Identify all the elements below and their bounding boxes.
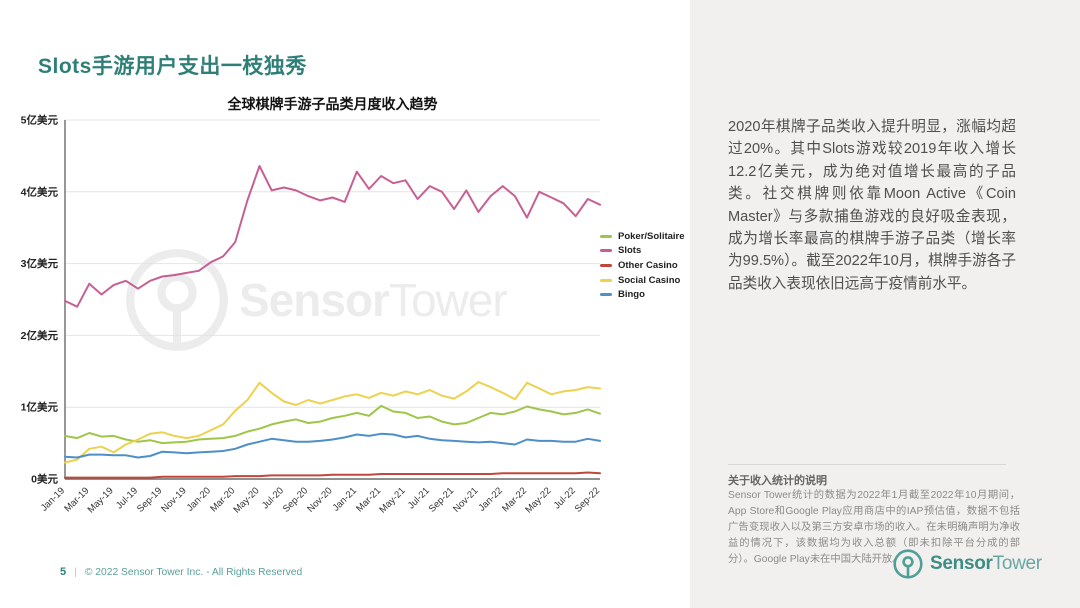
legend-label: Poker/Solitaire <box>618 230 685 242</box>
legend-swatch <box>600 249 612 253</box>
legend-item-other-casino: Other Casino <box>600 258 685 273</box>
legend-label: Slots <box>618 245 642 257</box>
commentary-text: 2020年棋牌子品类收入提升明显，涨幅均超过20%。其中Slots游戏较2019… <box>728 119 1016 292</box>
notes-divider <box>728 464 1006 465</box>
y-axis-label: 3亿美元 <box>21 257 59 270</box>
x-axis-label: Nov-19 <box>159 485 188 514</box>
x-axis-label: Nov-20 <box>305 485 334 514</box>
sensor-tower-logo-icon <box>126 249 228 351</box>
x-axis-label: Jan-21 <box>331 485 359 513</box>
copyright-text: © 2022 Sensor Tower Inc. - All Rights Re… <box>84 567 303 578</box>
footer-separator: | <box>74 567 77 578</box>
legend-item-slots: Slots <box>600 244 685 259</box>
brand-text: SensorTower <box>930 553 1042 574</box>
legend-item-poker-solitaire: Poker/Solitaire <box>600 229 685 244</box>
x-axis-label: Jan-22 <box>477 485 505 513</box>
x-axis-label: May-22 <box>523 485 553 515</box>
sensor-tower-watermark: SensorTower <box>125 248 508 352</box>
x-axis-label: May-20 <box>231 485 261 515</box>
sensor-tower-logo-icon <box>893 549 923 579</box>
x-axis-label: Sep-20 <box>281 485 310 514</box>
legend-swatch <box>600 278 612 282</box>
series-line-bingo <box>64 432 601 459</box>
legend-swatch <box>600 293 612 297</box>
commentary-panel: 2020年棋牌子品类收入提升明显，涨幅均超过20%。其中Slots游戏较2019… <box>690 0 1080 608</box>
legend-swatch <box>600 234 612 238</box>
series-line-other-casino <box>64 471 601 479</box>
series-line-slots <box>64 165 601 308</box>
y-axis-label: 4亿美元 <box>21 185 59 198</box>
x-axis-label: Jan-19 <box>39 485 67 513</box>
legend-label: Other Casino <box>618 259 678 271</box>
legend-item-bingo: Bingo <box>600 287 685 302</box>
notes-title: 关于收入统计的说明 <box>728 475 827 487</box>
page-footer: 5 | © 2022 Sensor Tower Inc. - All Right… <box>60 566 302 578</box>
x-axis-label: Nov-21 <box>451 485 480 514</box>
series-line-social-casino <box>64 381 601 464</box>
y-axis-label: 5亿美元 <box>21 114 59 127</box>
sensor-tower-brand: SensorTower <box>893 549 1042 579</box>
watermark-text: SensorTower <box>239 274 508 326</box>
x-axis-label: May-19 <box>86 485 116 515</box>
x-axis-label: Jan-20 <box>185 485 213 513</box>
x-axis-label: Sep-19 <box>135 485 164 514</box>
chart-title: 全球棋牌手游子品类月度收入趋势 <box>227 96 438 112</box>
x-axis-label: Sep-22 <box>573 485 602 514</box>
page-title: Slots手游用户支出一枝独秀 <box>38 55 307 79</box>
line-chart-canvas: 0美元1亿美元2亿美元3亿美元4亿美元5亿美元Jan-19Mar-19May-1… <box>21 114 602 516</box>
chart-legend: Poker/Solitaire Slots Other Casino Social C… <box>600 229 685 302</box>
legend-item-social-casino: Social Casino <box>600 273 685 288</box>
page-number: 5 <box>60 566 67 578</box>
x-axis-label: May-21 <box>377 485 407 515</box>
notes-body: Sensor Tower统计的数据为2022年1月截至2022年10月期间，Ap… <box>728 490 1020 565</box>
revenue-trend-chart: SensorTower 0美元 1亿美元 2亿美元 3亿美元 4亿美元 5亿美元 Jan-1… <box>0 100 700 580</box>
x-axis-label: Sep-21 <box>427 485 456 514</box>
y-axis-label: 2亿美元 <box>21 329 59 342</box>
legend-label: Social Casino <box>618 274 681 286</box>
series-line-poker-solitaire <box>64 404 601 445</box>
y-axis-label: 1亿美元 <box>21 401 59 414</box>
legend-swatch <box>600 263 612 267</box>
y-axis-label: 0美元 <box>31 473 58 486</box>
legend-label: Bingo <box>618 289 645 301</box>
